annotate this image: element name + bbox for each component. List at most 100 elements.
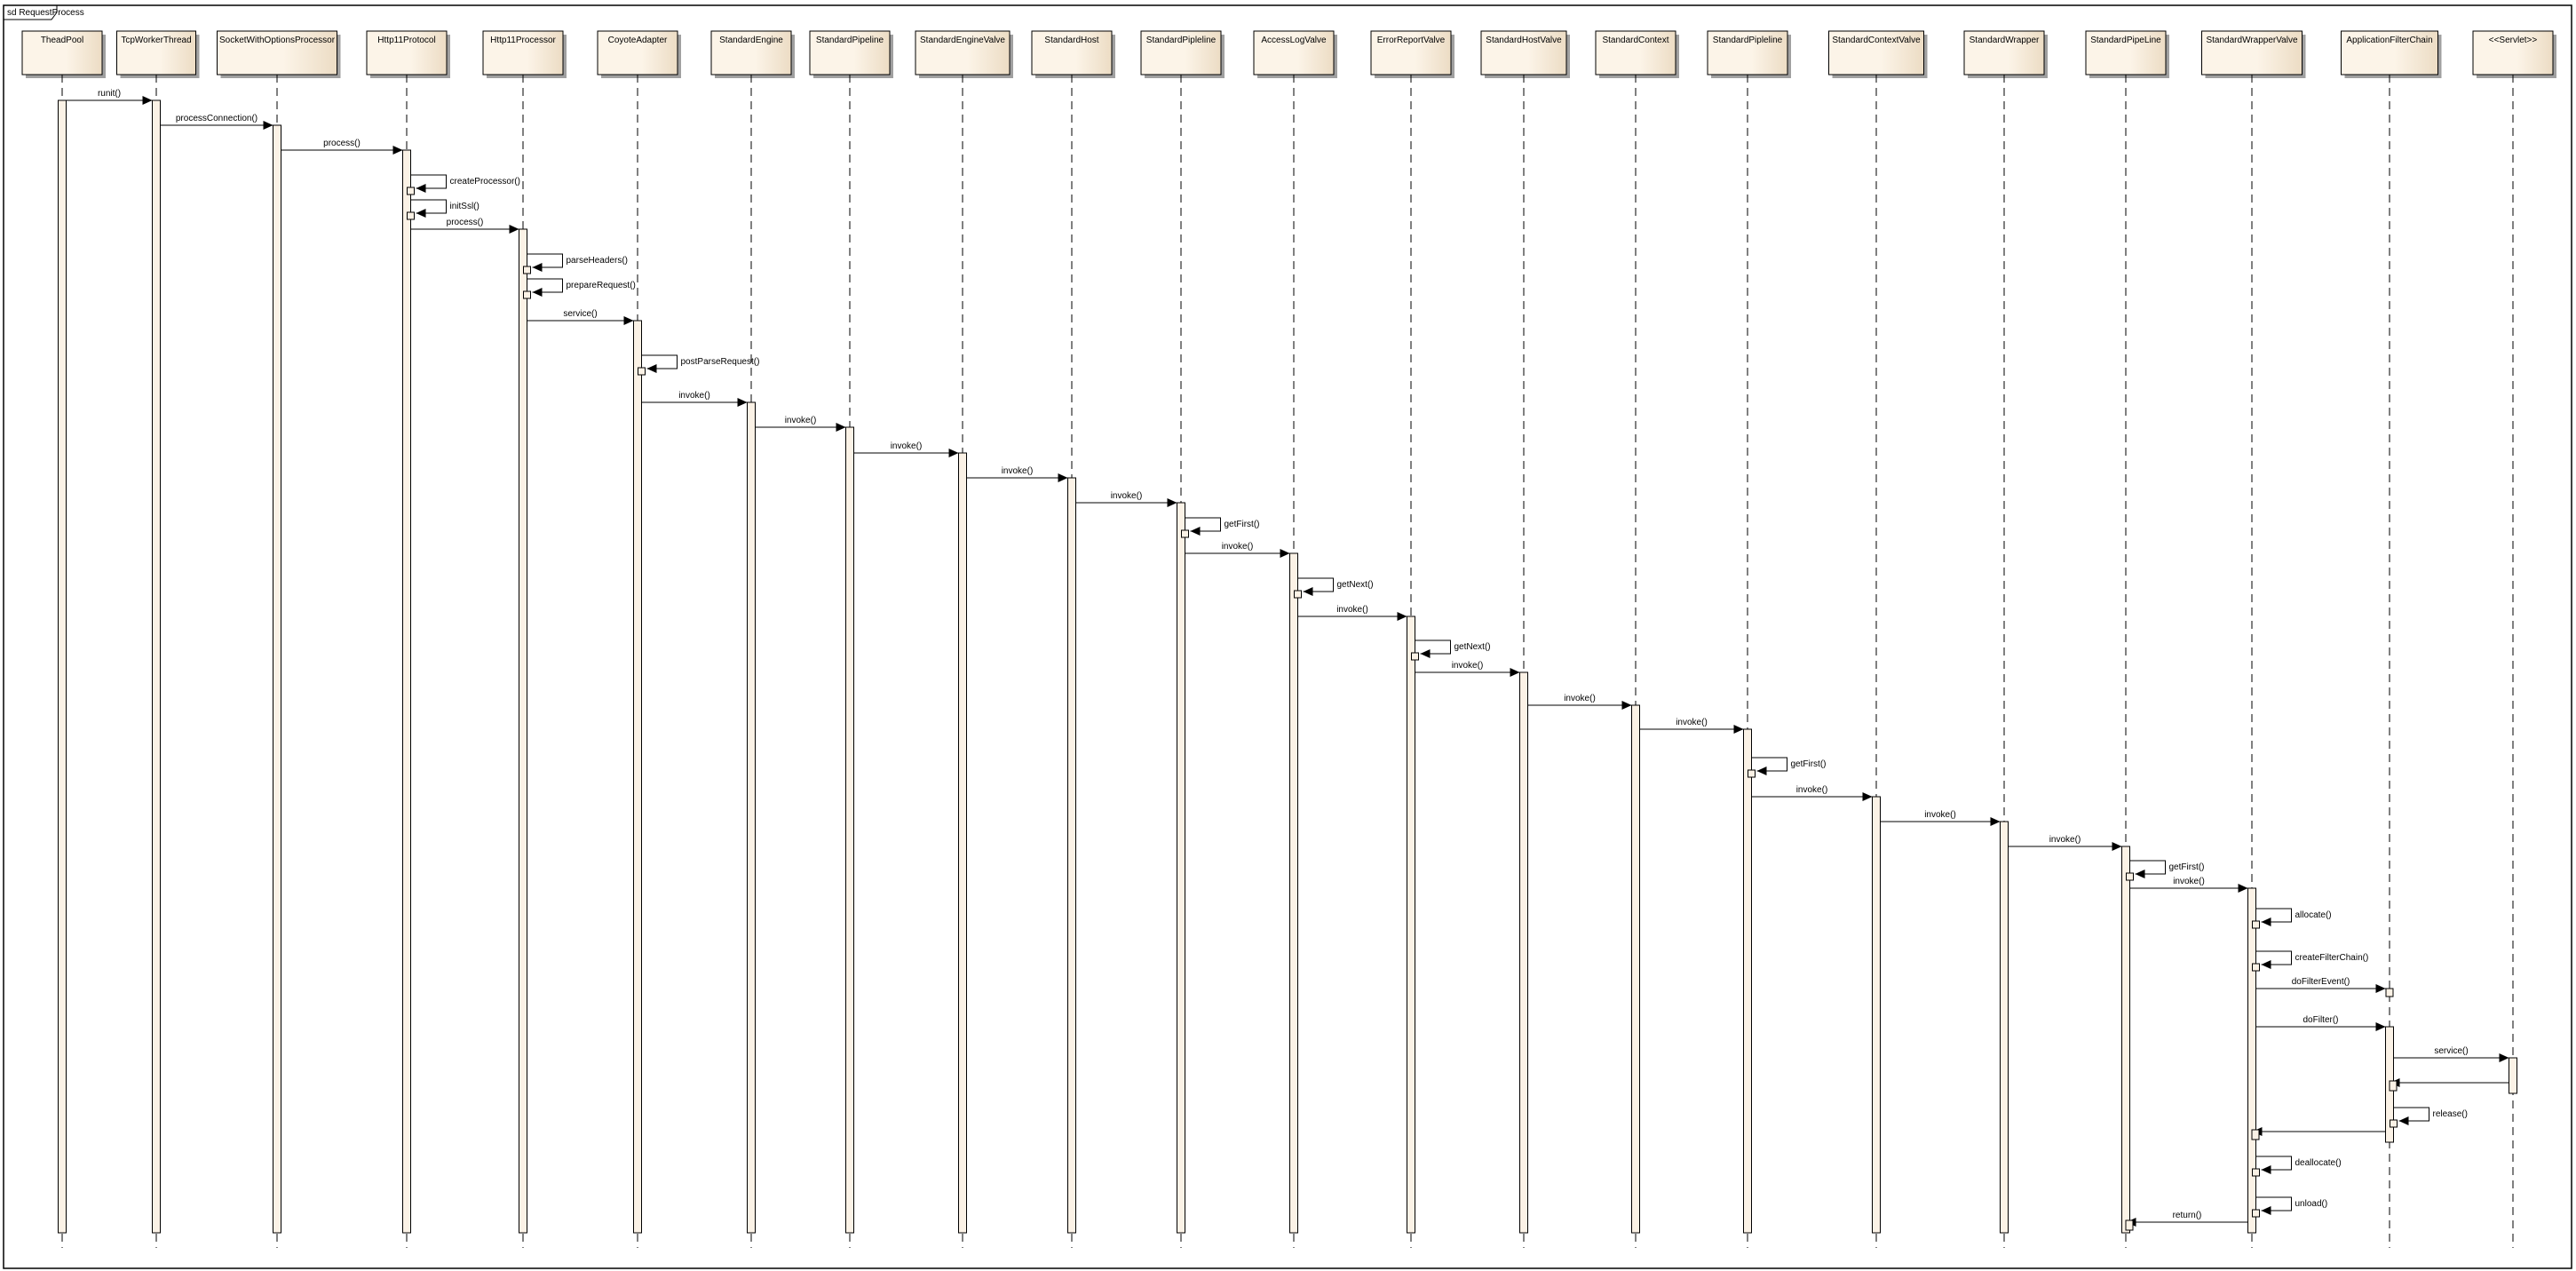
message-label: invoke() (1564, 694, 1596, 703)
arrowhead-icon (2375, 984, 2386, 993)
self-message[interactable]: getFirst() (1181, 517, 1260, 538)
messages: runit() processConnection() process() creat… (66, 89, 2509, 1231)
message[interactable]: process() (410, 218, 519, 234)
message[interactable]: invoke() (1297, 605, 1407, 621)
self-message[interactable]: initSsl() (407, 199, 480, 220)
execution-occurrence (2251, 1129, 2260, 1140)
self-message[interactable]: getFirst() (1748, 757, 1827, 778)
message[interactable]: runit() (66, 89, 153, 105)
lifeline-box[interactable] (1370, 30, 1452, 75)
execution-occurrence (1411, 652, 1419, 661)
arrowhead-icon (2238, 884, 2248, 893)
lifeline-box[interactable] (597, 30, 678, 75)
lifeline-box[interactable] (809, 30, 891, 75)
arrowhead-icon (646, 364, 657, 373)
message-label: processConnection() (176, 114, 258, 123)
self-message[interactable]: getNext() (1411, 639, 1491, 661)
message-label: doFilterEvent() (2292, 977, 2350, 987)
lifeline-box[interactable] (915, 30, 1011, 75)
lifeline-box[interactable] (1963, 30, 2045, 75)
message[interactable]: invoke() (755, 416, 846, 432)
message[interactable]: invoke() (1880, 810, 2001, 826)
message[interactable] (2389, 1078, 2509, 1092)
message[interactable]: service() (2393, 1046, 2509, 1062)
message[interactable]: invoke() (641, 391, 748, 407)
activation-bar (519, 228, 527, 1234)
message[interactable]: return() (2125, 1211, 2248, 1231)
lifeline-box[interactable] (1480, 30, 1567, 75)
self-message[interactable]: createFilterChain() (2252, 950, 2369, 972)
message[interactable]: doFilterEvent() (2255, 977, 2394, 997)
message[interactable] (2251, 1127, 2386, 1140)
arrowhead-icon (263, 121, 273, 130)
self-message[interactable]: allocate() (2252, 908, 2332, 929)
self-message[interactable]: getNext() (1294, 577, 1374, 599)
self-message[interactable]: parseHeaders() (523, 253, 628, 274)
activation-bar (1289, 552, 1298, 1234)
self-message[interactable]: createProcessor() (407, 174, 520, 195)
execution-occurrence (523, 290, 531, 299)
execution-occurrence (2389, 1080, 2398, 1092)
message-label: getFirst() (2169, 862, 2205, 872)
message[interactable]: invoke() (1185, 542, 1290, 558)
message[interactable]: process() (281, 139, 403, 155)
lifeline-box[interactable] (1031, 30, 1113, 75)
lifeline-box[interactable] (1253, 30, 1335, 75)
lifeline-box[interactable] (2201, 30, 2303, 75)
message-label: getNext() (1454, 642, 1491, 652)
lifeline-name: SocketWithOptionsProcessor (219, 36, 336, 45)
execution-occurrence (2390, 1119, 2398, 1128)
message-label: invoke() (785, 416, 817, 425)
lifeline-box[interactable] (217, 30, 337, 75)
message[interactable]: invoke() (1527, 694, 1632, 710)
lifeline-name: StandardEngineValve (920, 36, 1005, 45)
message[interactable]: invoke() (2129, 877, 2248, 893)
self-message[interactable]: postParseRequest() (638, 354, 760, 376)
lifeline-box[interactable] (21, 30, 103, 75)
activation-bar (2000, 821, 2009, 1234)
activation-bar (845, 426, 854, 1234)
activation-bar (152, 99, 161, 1234)
message[interactable]: processConnection() (160, 114, 273, 130)
message[interactable]: invoke() (1415, 661, 1520, 677)
self-message[interactable]: deallocate() (2252, 1156, 2342, 1177)
self-message[interactable]: getFirst() (2126, 860, 2205, 881)
activation-bar (2247, 887, 2256, 1234)
lifeline-box[interactable] (2341, 30, 2438, 75)
activation-bar (58, 99, 67, 1234)
arrowhead-icon (737, 398, 748, 407)
lifeline: StandardWrapper (1963, 30, 2048, 1248)
message[interactable]: invoke() (1639, 718, 1744, 734)
lifeline-box[interactable] (710, 30, 792, 75)
arrowhead-icon (416, 184, 426, 193)
message[interactable]: invoke() (2008, 835, 2122, 851)
lifeline: AccessLogValve (1253, 30, 1337, 1248)
message[interactable]: invoke() (1075, 491, 1177, 507)
message[interactable]: invoke() (1751, 785, 1873, 801)
message-label: parseHeaders() (567, 256, 628, 266)
lifeline-box[interactable] (1140, 30, 1222, 75)
lifeline-box[interactable] (1707, 30, 1788, 75)
self-message[interactable]: unload() (2252, 1196, 2328, 1218)
lifeline-box[interactable] (2085, 30, 2167, 75)
arrowhead-icon (2261, 960, 2271, 969)
arrowhead-icon (1621, 701, 1632, 710)
message[interactable]: service() (527, 309, 634, 325)
lifeline-box[interactable] (116, 30, 196, 75)
activation-bar (1631, 704, 1640, 1234)
self-message[interactable]: release() (2390, 1107, 2468, 1128)
self-message[interactable]: prepareRequest() (523, 278, 636, 299)
arrowhead-icon (2112, 842, 2122, 851)
message-label: return() (2173, 1211, 2202, 1220)
arrowhead-icon (1990, 817, 2001, 826)
activation-bar (402, 149, 411, 1234)
message[interactable]: invoke() (853, 441, 959, 457)
lifeline-box[interactable] (1595, 30, 1676, 75)
lifeline-name: TcpWorkerThread (121, 36, 191, 45)
message[interactable]: invoke() (966, 466, 1068, 482)
lifeline-box[interactable] (366, 30, 448, 75)
message-label: invoke() (678, 391, 710, 401)
arrowhead-icon (1420, 649, 1431, 658)
message[interactable]: doFilter() (2255, 1015, 2386, 1031)
lifeline-box[interactable] (482, 30, 564, 75)
